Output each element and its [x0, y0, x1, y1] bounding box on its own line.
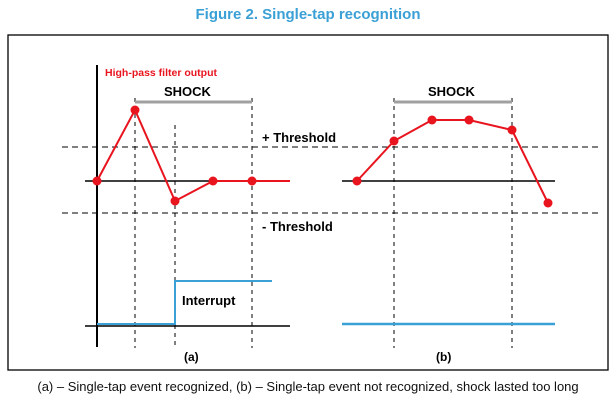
panel-b-signal-point — [427, 115, 437, 125]
panel-a-label: (a) — [184, 350, 199, 364]
panel-a-signal-point — [130, 105, 140, 115]
figure-title: Figure 2. Single-tap recognition — [195, 6, 421, 23]
panel-b-signal-curve — [356, 119, 549, 204]
positive-threshold-label: + Threshold — [262, 130, 336, 145]
panel-b-signal-point — [389, 136, 399, 146]
diagram-frame — [7, 34, 609, 371]
negative-threshold-label: - Threshold — [262, 219, 333, 234]
interrupt-label: Interrupt — [182, 293, 236, 308]
panel-b-signal-point — [543, 198, 553, 208]
panel-a-signal-point — [170, 196, 180, 206]
panel-a-signal-curve — [96, 107, 290, 203]
panel-a-interrupt-signal — [97, 280, 272, 325]
panel-b-signal-point — [352, 176, 362, 186]
panel-a-shock-label: SHOCK — [164, 84, 212, 99]
signal-label: High-pass filter output — [105, 67, 217, 79]
panel-b-signal-point — [507, 125, 517, 135]
panel-a-signal-point — [92, 176, 102, 186]
panel-b-signal-point — [464, 115, 474, 125]
panel-a-signal-point — [208, 176, 218, 186]
figure-caption: (a) – Single-tap event recognized, (b) –… — [37, 379, 579, 394]
panel-b-shock-label: SHOCK — [428, 84, 476, 99]
panel-b-label: (b) — [436, 350, 451, 364]
panel-a-signal-point — [247, 176, 257, 186]
